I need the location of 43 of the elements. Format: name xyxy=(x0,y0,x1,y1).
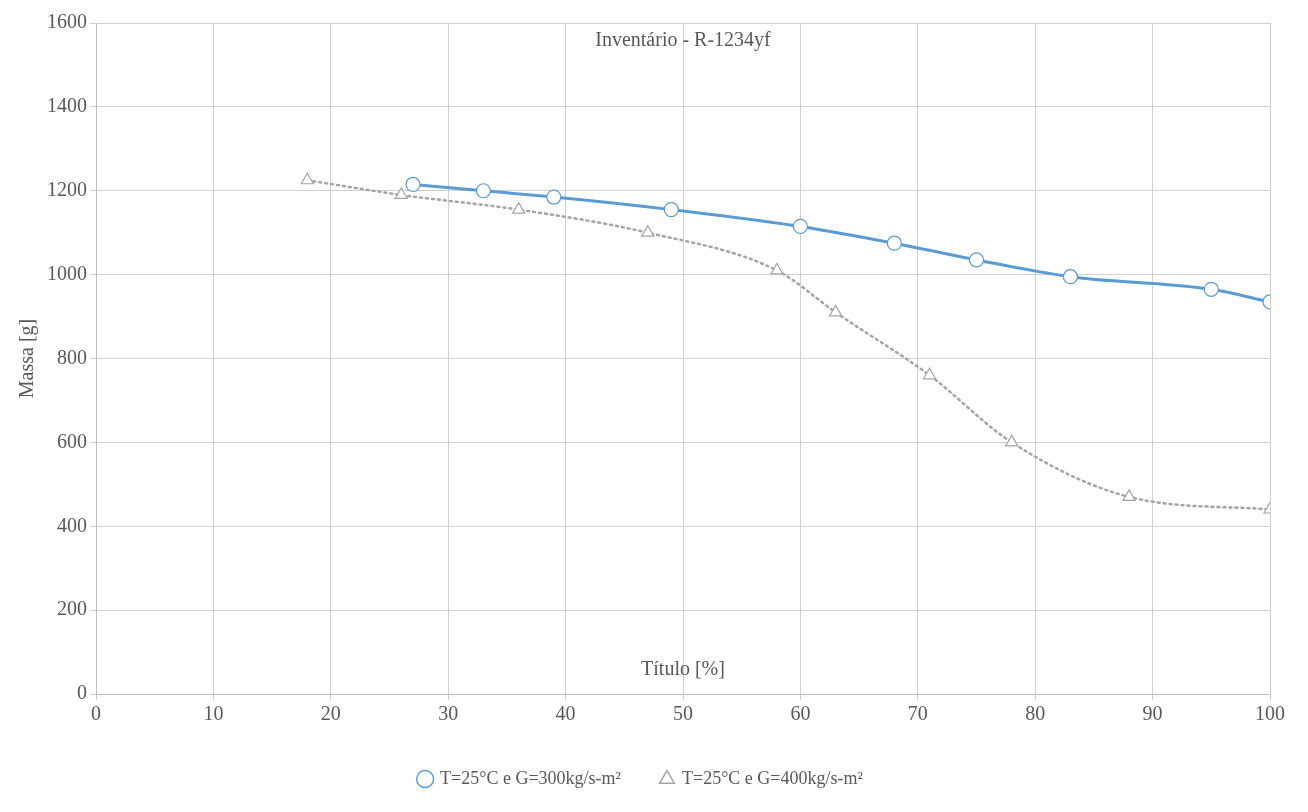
y-tick-label: 0 xyxy=(77,681,87,704)
y-tick-label: 200 xyxy=(57,597,87,620)
x-tick-label: 90 xyxy=(1142,702,1163,725)
x-tick-label: 80 xyxy=(1025,702,1046,725)
point xyxy=(1203,281,1219,297)
x-tick-label: 100 xyxy=(1255,702,1285,725)
y-tick-label: 600 xyxy=(57,429,87,452)
y-tick-label: 1200 xyxy=(47,178,87,200)
x-tick-label: 70 xyxy=(907,702,928,725)
point xyxy=(663,202,679,218)
point xyxy=(792,218,808,234)
x-tick-label: 60 xyxy=(790,702,811,725)
x-tick-label: 40 xyxy=(555,702,576,725)
point xyxy=(405,176,421,193)
x-tick-label: 10 xyxy=(203,702,224,725)
point xyxy=(1062,269,1079,285)
point xyxy=(1122,489,1136,501)
legend-label: T=25°C e G=400kg/s-m² xyxy=(682,767,863,788)
y-axis-title: Massa [g] xyxy=(15,318,39,399)
point xyxy=(641,225,655,237)
chart-title: Inventário - R-1234yf xyxy=(595,28,772,52)
x-tick-label: 0 xyxy=(91,702,101,725)
point xyxy=(1005,434,1019,447)
point xyxy=(968,252,985,268)
x-tick-label: 50 xyxy=(673,702,693,725)
point xyxy=(300,172,314,185)
point xyxy=(394,187,408,200)
point xyxy=(770,262,784,275)
x-axis-title: Título [%] xyxy=(641,657,725,680)
point xyxy=(511,202,526,214)
point xyxy=(546,189,562,205)
legend-label: T=25°C e G=300kg/s-m² xyxy=(440,767,621,788)
y-tick-label: 1400 xyxy=(47,94,87,117)
point xyxy=(922,367,937,380)
point xyxy=(475,183,492,199)
y-tick-label: 1000 xyxy=(47,261,87,284)
x-tick-label: 30 xyxy=(438,702,459,725)
x-tick-label: 20 xyxy=(320,702,341,725)
point xyxy=(828,304,843,317)
y-tick-label: 800 xyxy=(57,345,87,368)
y-tick-label: 400 xyxy=(57,513,87,536)
point xyxy=(886,235,902,251)
y-tick-label: 1600 xyxy=(47,10,87,33)
